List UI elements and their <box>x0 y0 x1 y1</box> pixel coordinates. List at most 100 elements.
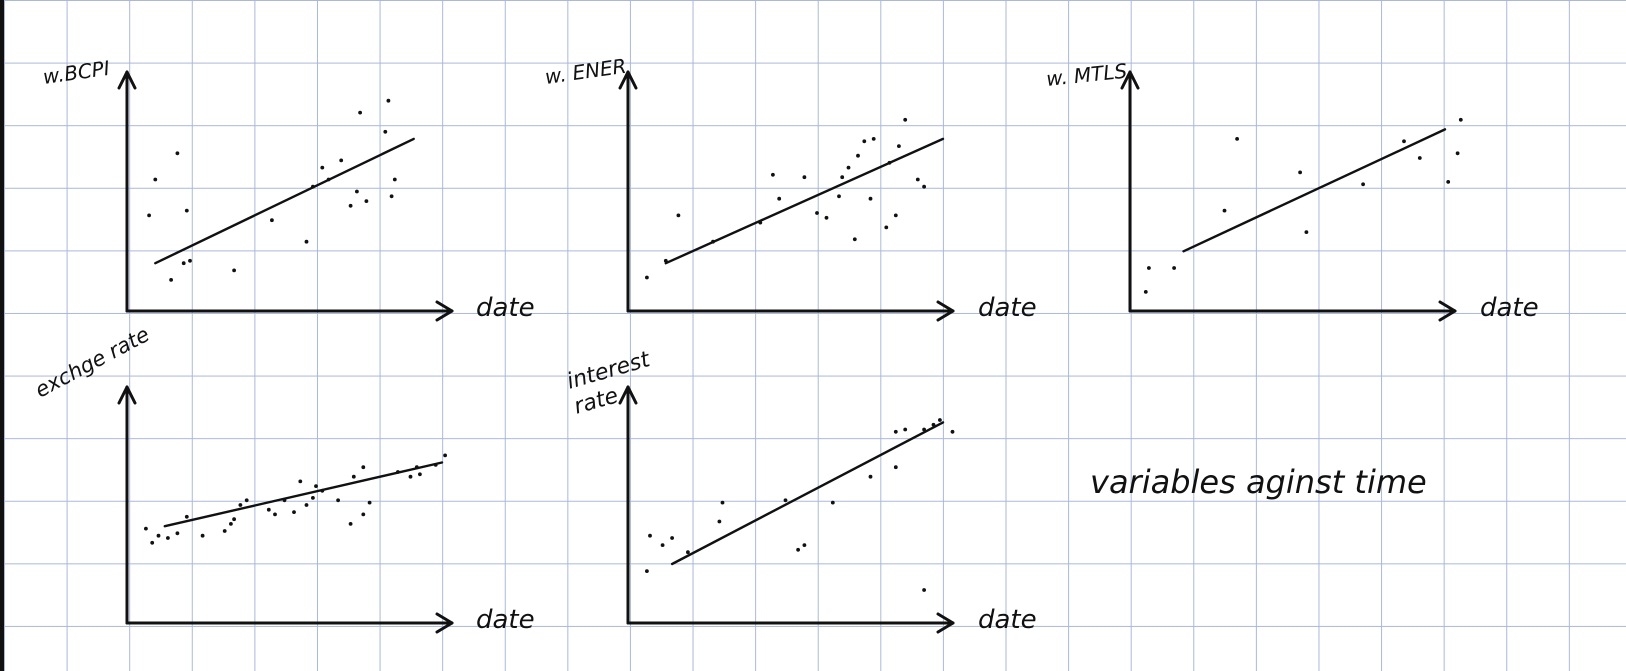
data-point <box>358 110 362 115</box>
y-axis-arrowhead <box>618 70 638 90</box>
data-point <box>383 129 388 134</box>
data-point <box>670 536 674 540</box>
data-point <box>1235 137 1239 141</box>
data-point <box>777 196 782 201</box>
data-point <box>871 137 876 141</box>
data-point <box>676 213 681 218</box>
data-point <box>273 512 277 517</box>
plot-w-bcpi: w.BCPI date <box>41 56 534 323</box>
plot-exchange-rate: exchge rate date <box>31 322 535 635</box>
data-point <box>1147 266 1151 270</box>
data-point <box>686 550 690 555</box>
data-point <box>298 479 303 484</box>
data-point <box>355 189 359 194</box>
data-point <box>266 507 271 512</box>
data-point <box>922 184 926 189</box>
trend-line <box>154 137 415 265</box>
data-point <box>1222 208 1227 213</box>
data-point <box>156 533 161 538</box>
data-point <box>418 472 422 477</box>
data-point <box>1298 170 1302 175</box>
data-point <box>396 470 400 474</box>
data-point <box>304 239 309 244</box>
data-point <box>348 522 353 526</box>
data-point <box>1446 180 1451 184</box>
data-point <box>645 275 649 280</box>
x-axis-arrowhead <box>435 300 454 322</box>
y-axis-arrowhead <box>618 385 638 405</box>
y-axis-arrowhead <box>117 385 137 405</box>
data-point <box>648 533 652 538</box>
data-point <box>837 194 841 199</box>
data-point <box>903 117 908 122</box>
data-point <box>802 543 807 547</box>
data-points <box>645 418 955 592</box>
trend-line <box>664 137 945 265</box>
data-point <box>840 175 845 180</box>
data-point <box>238 503 243 507</box>
trend-line <box>670 421 945 566</box>
plot-w-ener: w. ENER date <box>543 54 1036 323</box>
data-point <box>181 261 186 266</box>
data-point <box>361 512 366 517</box>
plot-w-mtls: w. MTLS date <box>1045 59 1539 323</box>
y-axis-label: w. MTLS <box>1045 59 1128 91</box>
data-point <box>414 465 419 470</box>
data-point <box>314 484 318 488</box>
data-point <box>389 194 394 199</box>
data-point <box>326 177 331 182</box>
data-point <box>802 175 807 180</box>
data-point <box>938 418 942 422</box>
data-point <box>720 500 725 505</box>
data-point <box>408 474 413 479</box>
data-point <box>856 153 860 158</box>
data-point <box>150 540 155 545</box>
data-point <box>645 569 649 573</box>
data-point <box>348 203 353 208</box>
data-point <box>392 177 397 182</box>
data-point <box>950 429 955 434</box>
data-point <box>443 453 447 458</box>
data-points <box>144 453 447 545</box>
data-point <box>175 151 180 156</box>
x-axis-label: date <box>476 293 535 323</box>
data-point <box>175 531 180 536</box>
data-point <box>169 278 174 282</box>
data-point <box>144 526 148 531</box>
data-point <box>282 498 287 503</box>
data-point <box>783 498 788 503</box>
data-point <box>893 213 898 218</box>
data-point <box>815 211 819 215</box>
data-point <box>1402 139 1406 144</box>
x-axis-arrowhead <box>435 612 454 634</box>
data-point <box>915 177 920 182</box>
data-point <box>846 165 851 170</box>
data-point <box>1143 290 1148 294</box>
data-point <box>184 208 189 213</box>
data-point <box>884 225 889 230</box>
data-point <box>200 533 205 538</box>
data-point <box>663 258 668 263</box>
data-point <box>244 498 249 503</box>
data-point <box>361 465 366 470</box>
data-point <box>771 172 775 177</box>
data-point <box>292 510 296 514</box>
x-axis-label: date <box>978 293 1037 323</box>
data-point <box>830 500 835 505</box>
trend-line <box>163 461 444 528</box>
data-point <box>336 498 340 503</box>
data-point <box>184 514 189 519</box>
data-point <box>887 160 892 165</box>
data-point <box>364 199 369 204</box>
data-point <box>922 427 926 432</box>
x-axis-arrowhead <box>936 612 955 634</box>
data-point <box>166 536 170 540</box>
data-point <box>351 474 356 479</box>
y-axis-arrowhead <box>1120 70 1140 90</box>
data-point <box>868 474 873 479</box>
data-point <box>796 547 800 552</box>
data-point <box>386 98 391 103</box>
data-point <box>1417 156 1422 160</box>
caption-text: variables aginst time <box>1090 463 1427 501</box>
data-point <box>931 422 936 427</box>
